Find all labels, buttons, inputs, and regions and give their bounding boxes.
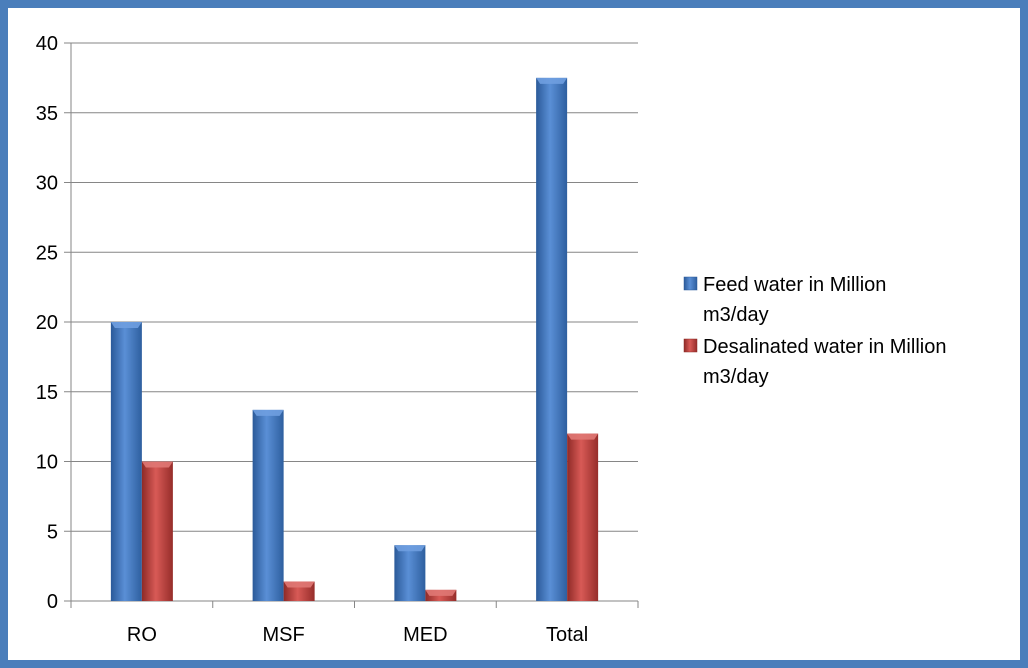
bar-top-bevel	[567, 433, 599, 440]
y-tick-label: 20	[36, 312, 58, 334]
x-tick-label: Total	[546, 624, 588, 646]
bar-top-bevel	[283, 581, 315, 588]
x-tick-label: RO	[127, 624, 157, 646]
bar-desalinated-water-ro	[141, 461, 173, 601]
bar-top-bevel	[425, 589, 457, 596]
legend-swatch	[683, 338, 698, 353]
bar-top-bevel	[252, 409, 284, 416]
y-tick-label: 25	[36, 242, 58, 264]
legend: Feed water in Million m3/day Desalinated w…	[683, 274, 946, 388]
y-tick-label: 30	[36, 173, 58, 195]
y-tick-label: 0	[47, 591, 58, 613]
y-tick-label: 40	[36, 33, 58, 55]
legend-swatch	[683, 276, 698, 291]
y-tick-label: 10	[36, 452, 58, 474]
y-tick-label: 5	[47, 521, 58, 543]
y-tick-label: 15	[36, 382, 58, 404]
bar-feed-water-ro	[110, 322, 142, 601]
x-tick-label: MSF	[263, 624, 305, 646]
legend-label: Feed water in Million m3/day	[703, 274, 886, 326]
bars	[110, 77, 599, 601]
bar-top-bevel	[394, 545, 426, 552]
legend-label: Desalinated water in Million m3/day	[703, 336, 946, 388]
x-tick-label: MED	[403, 624, 447, 646]
bar-desalinated-water-total	[567, 433, 599, 601]
bar-feed-water-med	[394, 545, 426, 601]
bar-top-bevel	[536, 77, 568, 84]
bar-top-bevel	[141, 461, 173, 468]
bar-feed-water-msf	[252, 409, 284, 601]
y-tick-label: 35	[36, 103, 58, 125]
tick-labels: 0 5 10 15 20 25 30 35 40 RO MSF MED Total	[36, 33, 589, 646]
bar-top-bevel	[110, 322, 142, 328]
bar-feed-water-total	[536, 77, 568, 601]
